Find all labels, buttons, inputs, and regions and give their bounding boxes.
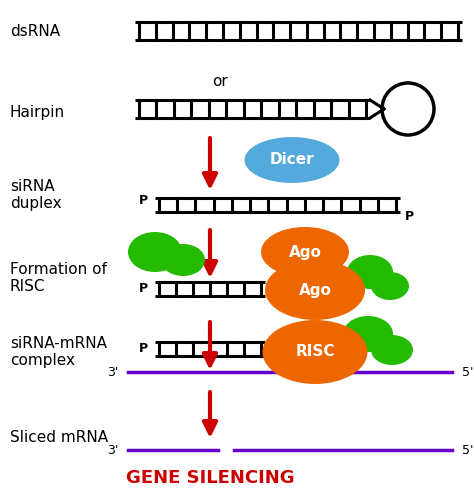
Text: GENE SILENCING: GENE SILENCING bbox=[126, 469, 294, 487]
Text: P: P bbox=[139, 194, 148, 207]
Text: RISC: RISC bbox=[295, 344, 335, 360]
Text: Dicer: Dicer bbox=[270, 152, 314, 168]
Text: Ago: Ago bbox=[299, 282, 331, 298]
Ellipse shape bbox=[265, 260, 365, 320]
Text: 3': 3' bbox=[107, 444, 118, 456]
Text: or: or bbox=[212, 74, 228, 90]
Text: P: P bbox=[139, 342, 148, 355]
Text: P: P bbox=[405, 210, 414, 222]
Ellipse shape bbox=[261, 227, 349, 277]
Text: 5': 5' bbox=[462, 444, 474, 456]
Text: 3': 3' bbox=[107, 366, 118, 378]
Text: 5': 5' bbox=[462, 366, 474, 378]
Ellipse shape bbox=[347, 255, 393, 289]
Ellipse shape bbox=[371, 272, 409, 300]
Text: P: P bbox=[139, 282, 148, 296]
Ellipse shape bbox=[343, 316, 393, 352]
Text: Sliced mRNA: Sliced mRNA bbox=[10, 430, 108, 446]
Text: siRNA
duplex: siRNA duplex bbox=[10, 179, 62, 211]
Text: siRNA-mRNA
complex: siRNA-mRNA complex bbox=[10, 336, 107, 368]
Ellipse shape bbox=[371, 335, 413, 365]
Text: dsRNA: dsRNA bbox=[10, 24, 60, 40]
Ellipse shape bbox=[128, 232, 182, 272]
Ellipse shape bbox=[263, 320, 367, 384]
Text: Ago: Ago bbox=[289, 244, 321, 260]
Text: Hairpin: Hairpin bbox=[10, 104, 65, 120]
Ellipse shape bbox=[161, 244, 205, 276]
Ellipse shape bbox=[245, 137, 339, 183]
Text: Formation of
RISC: Formation of RISC bbox=[10, 262, 107, 294]
